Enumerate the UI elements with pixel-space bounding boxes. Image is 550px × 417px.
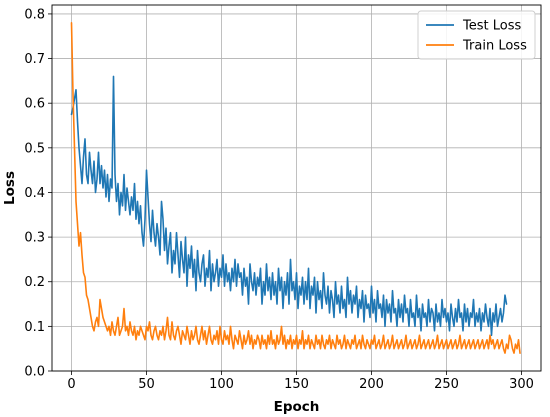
y-tick-label: 0.0 [24, 365, 45, 380]
axis-ticks: 0 50 100 150 200 250 300 0.0 0.1 0.2 0.3 0.4 0.5 0.6 0… [24, 7, 534, 392]
y-axis-label: Loss [2, 171, 18, 205]
y-tick-label: 0.4 [24, 186, 45, 201]
y-tick-label: 0.8 [24, 7, 45, 22]
y-tick-label: 0.1 [24, 320, 45, 335]
legend-box [417, 10, 536, 60]
legend-label-train-loss: Train Loss [462, 39, 527, 54]
x-tick-label: 250 [434, 377, 459, 392]
legend-label-test-loss: Test Loss [462, 19, 521, 34]
y-tick-label: 0.6 [24, 97, 45, 112]
x-tick-label: 0 [67, 377, 75, 392]
y-tick-label: 0.5 [24, 141, 45, 156]
y-tick-label: 0.7 [24, 52, 45, 67]
x-tick-label: 200 [359, 377, 384, 392]
x-tick-label: 50 [138, 377, 155, 392]
y-tick-label: 0.3 [24, 231, 45, 246]
series-lines [70, 22, 521, 354]
series-line-test-loss [70, 75, 508, 337]
x-axis-label: Epoch [274, 399, 320, 415]
x-tick-label: 100 [209, 377, 234, 392]
legend: Test Loss Train Loss [417, 10, 536, 60]
series-line-train-loss [70, 22, 521, 354]
x-tick-label: 300 [509, 377, 534, 392]
x-tick-label: 150 [284, 377, 309, 392]
y-tick-label: 0.2 [24, 275, 45, 290]
